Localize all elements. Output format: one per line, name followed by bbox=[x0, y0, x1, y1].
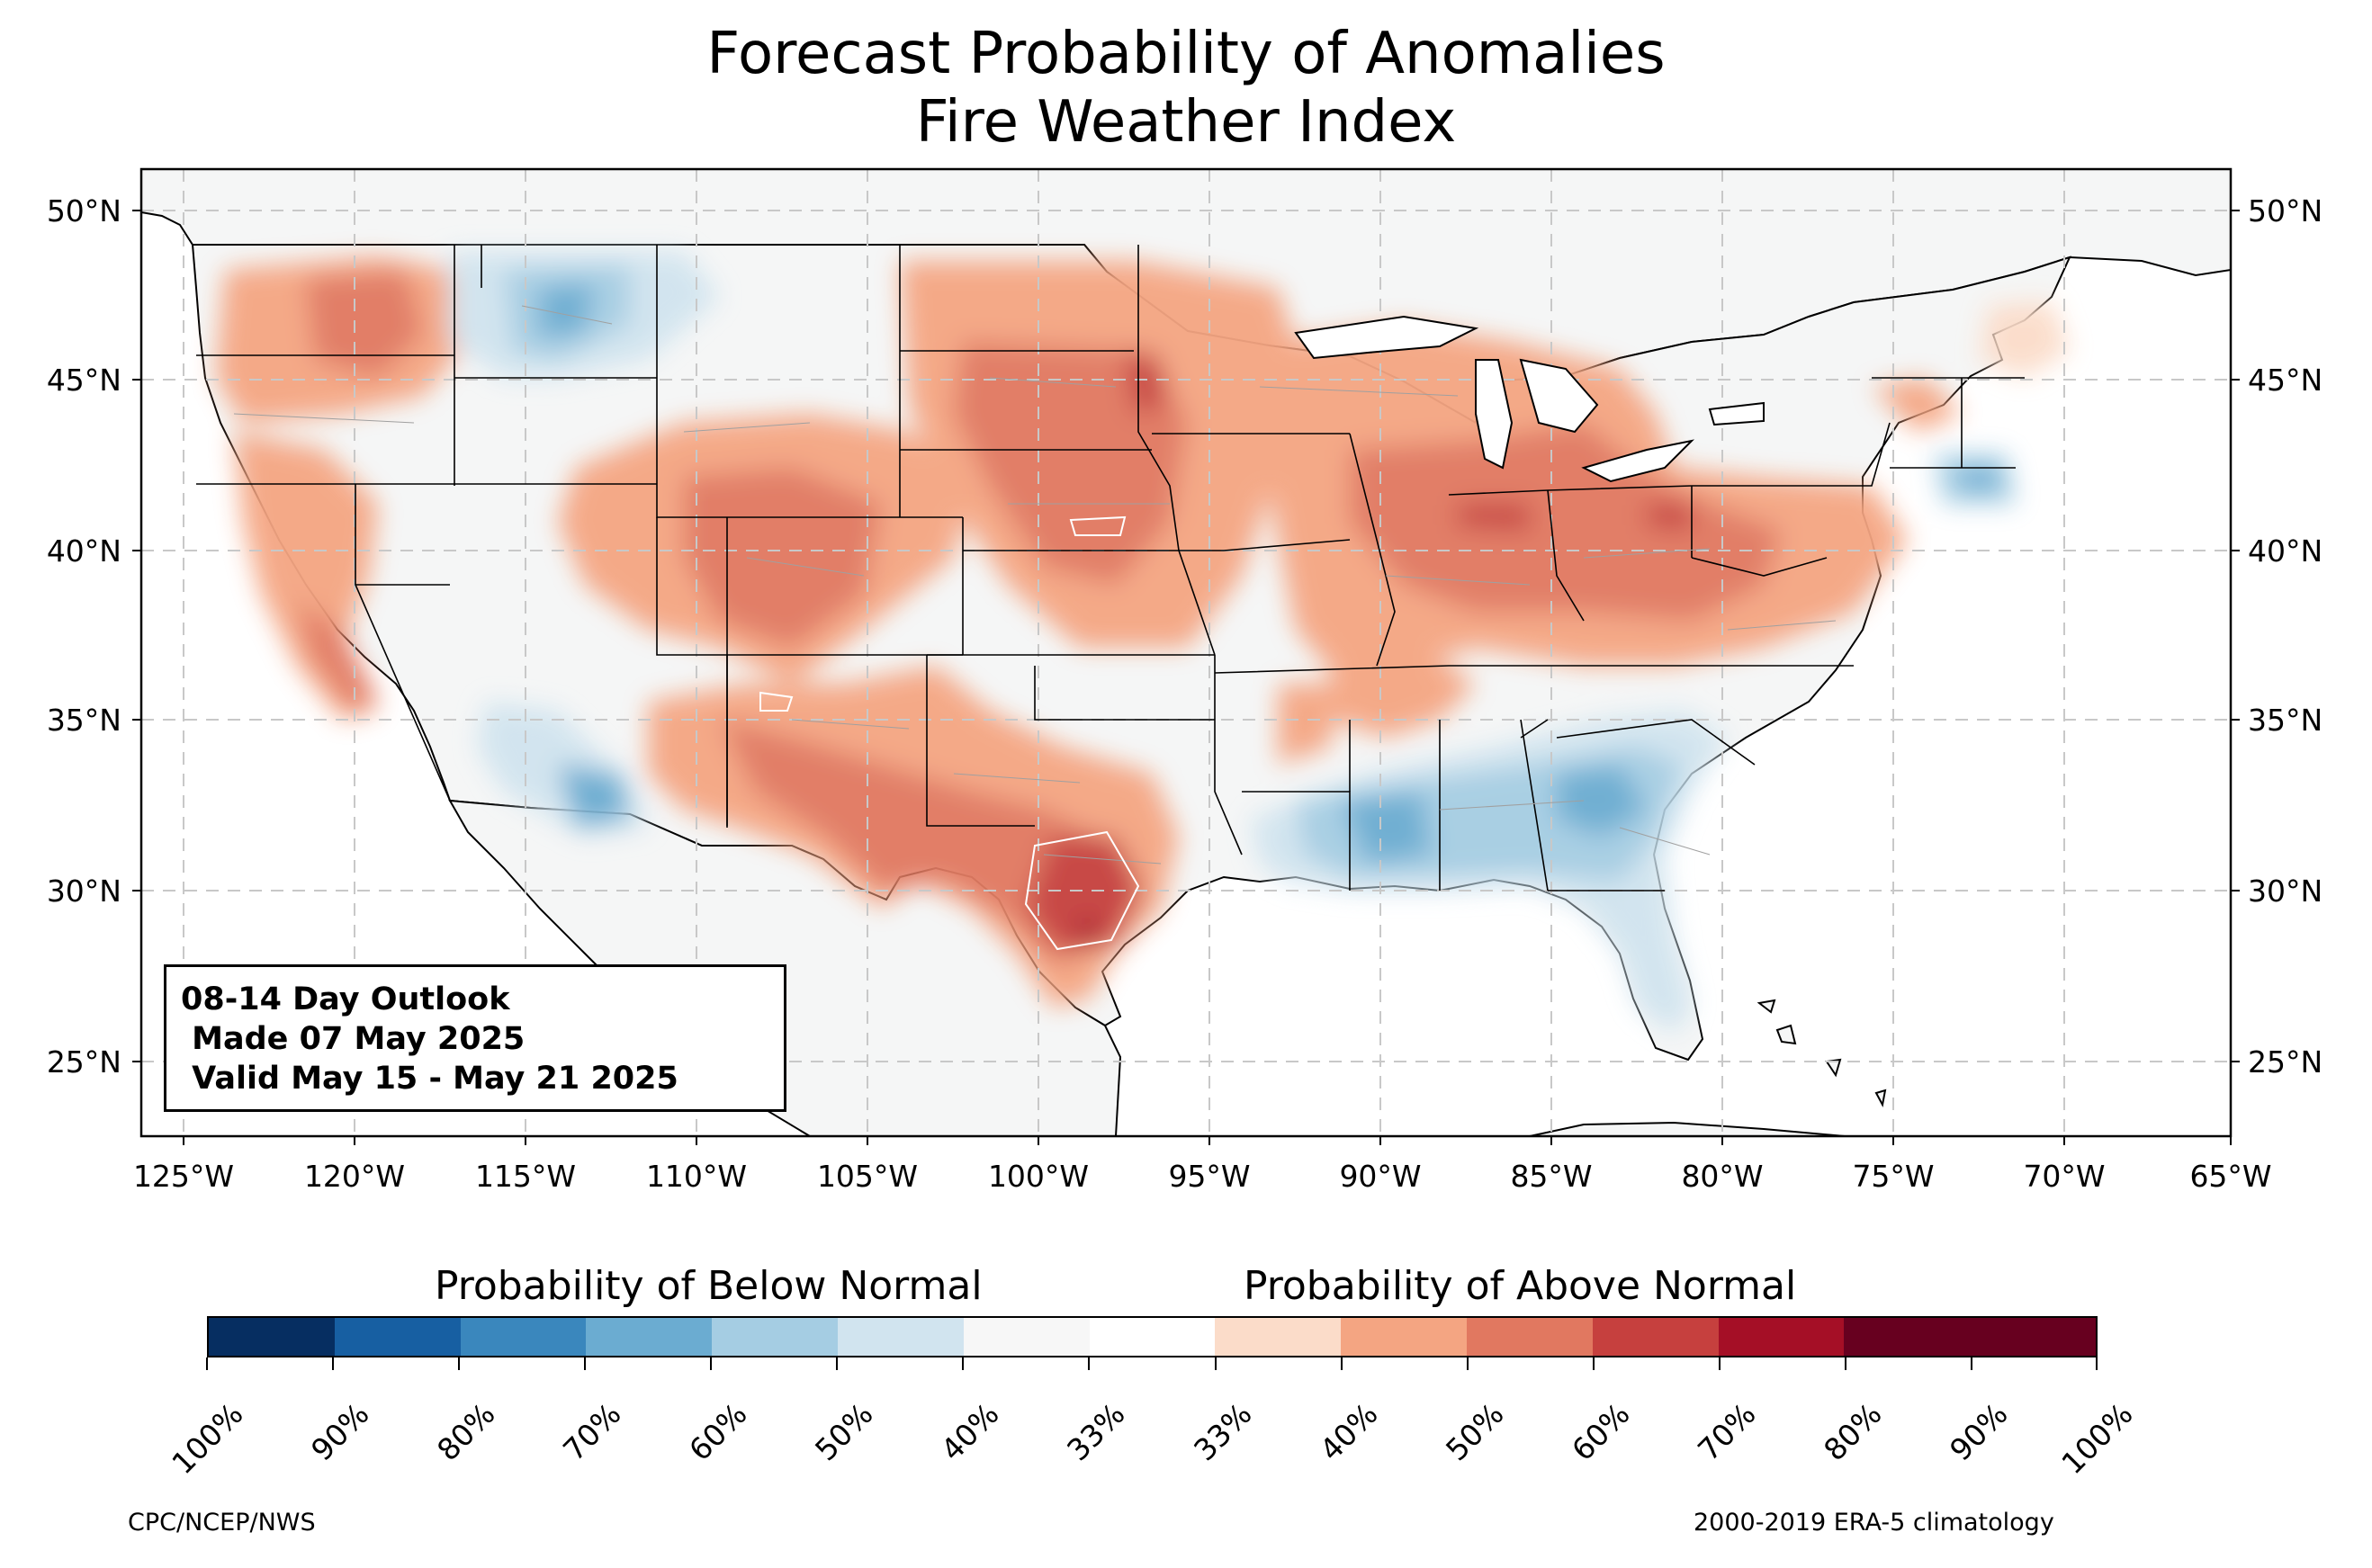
lon-label: 75°W bbox=[1852, 1159, 1934, 1194]
colorbar-tick bbox=[1088, 1357, 1090, 1370]
colorbar-tick bbox=[1467, 1357, 1469, 1370]
bahamas-islands bbox=[1757, 999, 1887, 1107]
map-frame bbox=[139, 167, 2233, 1138]
lon-label: 95°W bbox=[1168, 1159, 1250, 1194]
lon-label: 80°W bbox=[1681, 1159, 1763, 1194]
colorbar-tick bbox=[206, 1357, 208, 1370]
colorbar-segment bbox=[1970, 1318, 2096, 1356]
colorbar-tick bbox=[962, 1357, 964, 1370]
colorbar-tick bbox=[2096, 1357, 2098, 1370]
lat-label-right: 45°N bbox=[2248, 363, 2323, 398]
great-lakes bbox=[1294, 315, 1765, 483]
colorbar-tick bbox=[710, 1357, 712, 1370]
legend-below-title: Probability of Below Normal bbox=[435, 1263, 983, 1309]
lon-label: 120°W bbox=[304, 1159, 405, 1194]
outlook-made-date: Made 07 May 2025 bbox=[181, 1021, 526, 1057]
colorbar-tick bbox=[332, 1357, 334, 1370]
colorbar-tick bbox=[836, 1357, 838, 1370]
lon-label: 90°W bbox=[1339, 1159, 1421, 1194]
title-line-2: Fire Weather Index bbox=[915, 89, 1457, 156]
lon-label: 85°W bbox=[1510, 1159, 1592, 1194]
lon-label: 125°W bbox=[133, 1159, 234, 1194]
colorbar-segment bbox=[334, 1318, 461, 1356]
lon-label: 65°W bbox=[2189, 1159, 2271, 1194]
axis-ticks bbox=[132, 210, 2240, 1145]
chart-title: Forecast Probability of Anomalies Fire W… bbox=[0, 20, 2372, 157]
county-borders bbox=[233, 305, 1837, 865]
colorbar-segment bbox=[1718, 1318, 1845, 1356]
colorbar-segment bbox=[963, 1318, 1090, 1356]
lat-label-right: 30°N bbox=[2248, 874, 2323, 909]
colorbar-segment bbox=[1844, 1318, 1971, 1356]
lat-label-left: 35°N bbox=[47, 703, 121, 738]
colorbar-segment bbox=[209, 1318, 335, 1356]
lat-label-left: 30°N bbox=[47, 874, 121, 909]
colorbar-tick bbox=[1719, 1357, 1721, 1370]
lat-label-right: 25°N bbox=[2248, 1044, 2323, 1080]
lat-label-right: 50°N bbox=[2248, 193, 2323, 228]
colorbar-segment bbox=[712, 1318, 838, 1356]
outlook-info-box: 08-14 Day Outlook Made 07 May 2025 Valid… bbox=[164, 964, 786, 1112]
footer-climatology: 2000-2019 ERA-5 climatology bbox=[1694, 1509, 2054, 1537]
lat-label-right: 40°N bbox=[2248, 533, 2323, 569]
outlook-period: 08-14 Day Outlook bbox=[181, 981, 510, 1017]
colorbar-tick bbox=[1971, 1357, 1972, 1370]
lat-labels: 25°N 30°N 35°N 40°N 45°N 50°N 25°N 30°N … bbox=[47, 193, 2323, 1080]
lat-label-left: 50°N bbox=[47, 193, 121, 228]
title-line-1: Forecast Probability of Anomalies bbox=[706, 21, 1666, 87]
colorbar-segment bbox=[1089, 1318, 1216, 1356]
cuba-land bbox=[1529, 1121, 1846, 1136]
gridlines bbox=[141, 169, 2231, 1136]
colorbar-tick bbox=[1845, 1357, 1846, 1370]
state-borders bbox=[196, 245, 2025, 892]
outlook-valid-range: Valid May 15 - May 21 2025 bbox=[181, 1061, 678, 1097]
lon-label: 115°W bbox=[475, 1159, 576, 1194]
colorbar-segment bbox=[1466, 1318, 1593, 1356]
lat-label-left: 45°N bbox=[47, 363, 121, 398]
lat-label-left: 40°N bbox=[47, 533, 121, 569]
colorbar-segment bbox=[586, 1318, 713, 1356]
lat-label-right: 35°N bbox=[2248, 703, 2323, 738]
lon-labels: 125°W 120°W 115°W 110°W 105°W 100°W 95°W… bbox=[133, 1159, 2272, 1194]
colorbar-segment bbox=[1592, 1318, 1719, 1356]
legend-above-title: Probability of Above Normal bbox=[1244, 1263, 1797, 1309]
lon-label: 110°W bbox=[646, 1159, 747, 1194]
colorbar-tick bbox=[1215, 1357, 1217, 1370]
colorbar-tick bbox=[1593, 1357, 1595, 1370]
probability-colorbar bbox=[207, 1316, 2098, 1357]
colorbar-segment bbox=[460, 1318, 587, 1356]
colorbar-tick bbox=[584, 1357, 586, 1370]
contour-outlines bbox=[759, 515, 1140, 951]
lon-label: 100°W bbox=[988, 1159, 1089, 1194]
footer-source: CPC/NCEP/NWS bbox=[128, 1509, 316, 1537]
lon-label: 70°W bbox=[2023, 1159, 2105, 1194]
lon-label: 105°W bbox=[817, 1159, 918, 1194]
lat-label-left: 25°N bbox=[47, 1044, 121, 1080]
colorbar-tick bbox=[458, 1357, 460, 1370]
colorbar-segment bbox=[1215, 1318, 1342, 1356]
colorbar-segment bbox=[837, 1318, 964, 1356]
colorbar-tick bbox=[1341, 1357, 1343, 1370]
colorbar-segment bbox=[1341, 1318, 1467, 1356]
